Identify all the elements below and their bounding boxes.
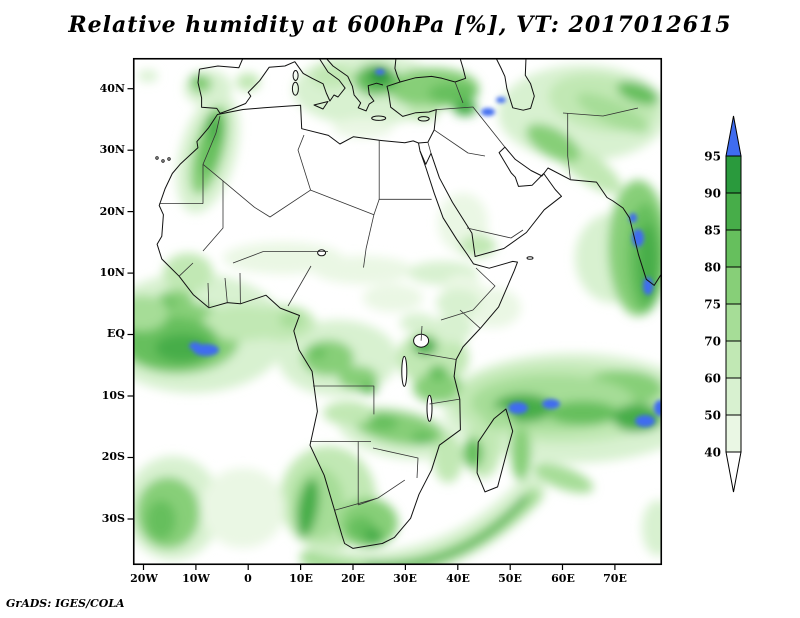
colorbar-segment — [725, 229, 742, 268]
x-tick-label: 10E — [289, 572, 313, 585]
y-tick-label: 20N — [99, 205, 125, 218]
y-tick-label: 30S — [101, 512, 125, 525]
colorbar-label: 85 — [704, 224, 721, 238]
colorbar-label: 95 — [704, 150, 721, 164]
x-tick-label: 20E — [341, 572, 365, 585]
y-tick-label: 40N — [99, 82, 125, 95]
colorbar-label: 40 — [704, 446, 721, 460]
x-tick-label: 30E — [393, 572, 417, 585]
colorbar-arrow-above-max — [725, 115, 742, 157]
colorbar-label: 50 — [704, 409, 721, 423]
colorbar-segment — [725, 266, 742, 305]
x-tick-label: 0 — [244, 572, 252, 585]
humidity-max-spots — [189, 69, 662, 427]
country-borders — [159, 81, 639, 511]
x-tick-label: 10W — [182, 572, 210, 585]
colorbar-segment — [725, 303, 742, 342]
x-tick-label: 60E — [551, 572, 575, 585]
chart-title: Relative humidity at 600hPa [%], VT: 201… — [68, 12, 732, 38]
y-tick-label: 30N — [99, 143, 125, 156]
map-panel — [127, 57, 663, 570]
grads-credit: GrADS: IGES/COLA — [6, 597, 125, 610]
plot-frame — [132, 57, 663, 566]
y-tick-label: 10N — [99, 266, 125, 279]
colorbar-segment — [725, 155, 742, 194]
y-tick-label: 20S — [101, 450, 125, 463]
colorbar-segment — [725, 340, 742, 379]
coastlines — [155, 58, 662, 549]
colorbar-label: 60 — [704, 372, 721, 386]
y-tick-label: EQ — [107, 327, 125, 340]
x-tick-label: 70E — [603, 572, 627, 585]
x-tick-label: 40E — [446, 572, 470, 585]
colorbar-arrow-below-min — [725, 451, 742, 493]
colorbar-label: 75 — [704, 298, 721, 312]
colorbar-segment — [725, 377, 742, 416]
colorbar-label: 80 — [704, 261, 721, 275]
x-tick-label: 50E — [498, 572, 522, 585]
y-tick-label: 10S — [101, 389, 125, 402]
x-tick-label: 20W — [130, 572, 158, 585]
map-canvas — [127, 57, 663, 570]
humidity-shading — [133, 58, 662, 565]
colorbar-segment — [725, 414, 742, 453]
colorbar-label: 70 — [704, 335, 721, 349]
axis-ticks — [127, 88, 616, 570]
colorbar-segment — [725, 192, 742, 231]
colorbar: 95 90 85 80 75 70 60 50 40 — [704, 115, 742, 493]
colorbar-label: 90 — [704, 187, 721, 201]
